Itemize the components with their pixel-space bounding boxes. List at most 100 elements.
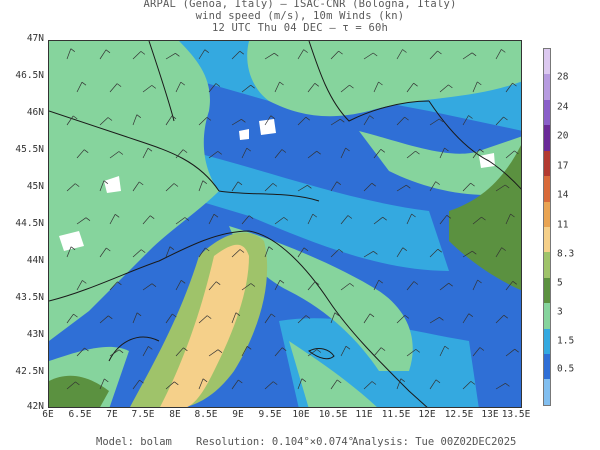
wind-barb-feather [183,347,188,352]
wind-barb-feather [345,147,350,152]
wind-barb [505,213,511,225]
wind-barb [330,312,336,324]
lon-label-11: 11E [355,409,373,420]
wind-barb-feather [512,281,518,285]
wind-barb-feather [172,313,177,318]
lon-label-6: 6E [42,409,54,420]
wind-barb-feather [479,148,484,153]
wind-barb-feather [217,349,223,353]
wind-barb-feather [272,381,278,385]
wind-barb-feather [215,83,221,87]
lat-label-46-5: 46.5N [15,70,44,81]
wind-barb [132,51,142,60]
wind-barb-feather [107,117,113,121]
wind-barb-feather [85,217,91,221]
wind-barb [373,347,382,357]
wind-barb-feather [347,215,353,219]
colorbar-segment [544,354,550,380]
wind-barb-feather [402,247,408,251]
lon-label-10-5: 10.5E [318,409,348,420]
footer-resolution: Resolution: 0.104°×0.074° [196,436,355,448]
wind-barb [429,379,437,390]
wind-barb [495,314,505,324]
colorbar-label-24: 24 [557,101,569,113]
wind-barb [472,148,480,159]
wind-barb [66,115,74,126]
wind-barb [264,115,272,126]
lon-label-12-5: 12.5E [444,409,474,420]
wind-barb [495,247,502,258]
wind-barb [274,347,283,357]
wind-barb [472,279,478,291]
wind-barb-feather [448,84,453,89]
wind-barb [505,281,514,291]
wind-barb-feather [477,81,482,86]
lon-label-8: 8E [169,409,181,420]
wind-barb-feather [437,50,442,55]
wind-barb [132,181,140,192]
lat-label-43: 43N [26,329,44,340]
wind-barb-feather [477,279,482,284]
colorbar-label-28: 28 [557,71,569,83]
wind-barb [165,246,171,258]
wind-barb-feather [171,115,177,120]
wind-barb-feather [151,85,157,89]
wind-barb-feather [283,217,289,221]
wind-barb [406,213,412,225]
wind-barb [264,313,272,324]
wind-barb-feather [468,313,474,317]
wind-barb-feather [246,346,252,350]
calm-patch-5 [239,129,249,140]
wind-barb [142,215,151,225]
wind-barb [406,281,415,291]
wind-barb-feather [268,246,274,250]
wind-barb [363,182,373,192]
wind-barb [462,313,470,324]
wind-barb-feather [175,53,180,57]
wind-barb [241,283,252,291]
wind-barb [439,345,446,357]
wind-barb-feather [514,150,519,155]
wind-barb-feather [338,50,343,55]
wind-barb [175,81,182,93]
wind-barb-feather [435,379,441,384]
lat-label-42: 42N [26,401,44,412]
wind-barb-feather [270,115,276,119]
wind-barb [495,116,504,126]
wind-barb [406,150,416,159]
wind-barb-feather [301,378,307,382]
wind-barb-feather [274,52,279,57]
wind-barb [66,246,72,258]
wind-barb-feather [404,315,410,319]
wind-barb [429,317,440,324]
wind-barb-feather [413,82,418,87]
wind-barb-feather [148,346,153,350]
dark-green-southwest [49,375,109,407]
wind-barb-feather [380,347,386,351]
wind-barb [373,216,383,225]
wind-barb-feather [103,180,109,184]
wind-barb-feather [169,246,175,250]
lon-label-13: 13E [481,409,499,420]
wind-barb-feather [307,185,312,189]
wind-barb [396,184,407,192]
wind-barb [429,118,440,126]
wind-barb [175,149,184,159]
wind-barb [340,147,346,159]
wind-barb-feather [151,283,157,287]
wind-barb [363,381,373,390]
green-area-tuscany [289,341,377,407]
wind-barb-feather [70,48,76,52]
wind-barb-feather [446,215,452,219]
lon-label-9: 9E [232,409,244,420]
wind-barb [297,185,308,192]
wind-barb-feather [338,249,344,253]
wind-barb [264,246,270,258]
wind-barb [297,247,305,258]
wind-barb-feather [369,313,375,318]
wind-barb-feather [250,283,256,287]
wind-barb [264,381,274,390]
wind-barb [340,215,349,225]
wind-barb-feather [435,181,440,185]
wind-barb [363,52,374,60]
